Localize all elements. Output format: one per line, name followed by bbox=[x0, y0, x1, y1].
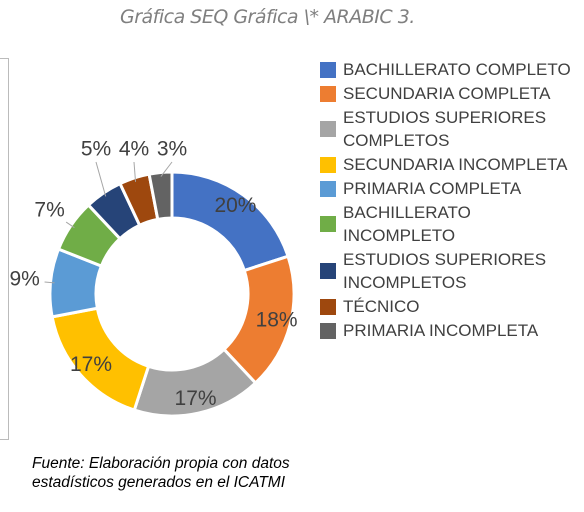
caption: Gráfica SEQ Gráfica \* ARABIC 3. bbox=[120, 6, 415, 28]
legend-label: TÉCNICO bbox=[343, 297, 420, 316]
source-note: Fuente: Elaboración propia con datos est… bbox=[32, 455, 290, 491]
legend-label: PRIMARIA COMPLETA bbox=[343, 179, 522, 198]
legend-swatch bbox=[320, 180, 336, 197]
donut-slice bbox=[170, 170, 290, 273]
legend-item: BACHILLERATO INCOMPLETO bbox=[320, 201, 582, 247]
data-label: 17% bbox=[175, 387, 217, 410]
legend-swatch bbox=[320, 85, 336, 102]
legend-label: SECUNDARIA COMPLETA bbox=[343, 84, 551, 103]
legend-swatch bbox=[320, 263, 336, 279]
legend-item: TÉCNICO bbox=[320, 295, 582, 318]
legend-label: SECUNDARIA INCOMPLETA bbox=[343, 155, 568, 174]
legend-item: SECUNDARIA COMPLETA bbox=[320, 82, 582, 105]
legend-swatch bbox=[320, 216, 336, 232]
donut-slice bbox=[147, 170, 174, 222]
legend-swatch bbox=[320, 322, 336, 339]
legend-item: PRIMARIA INCOMPLETA bbox=[320, 319, 582, 342]
legend-label: BACHILLERATO COMPLETO bbox=[343, 60, 571, 79]
legend-swatch bbox=[320, 121, 336, 137]
leader-line bbox=[65, 221, 75, 229]
data-label: 9% bbox=[9, 268, 39, 291]
data-label: 20% bbox=[214, 194, 256, 217]
legend-swatch bbox=[320, 156, 336, 173]
data-label: 17% bbox=[70, 353, 112, 376]
leader-line bbox=[95, 161, 107, 197]
leader-line bbox=[160, 161, 173, 177]
legend-item: BACHILLERATO COMPLETO bbox=[320, 58, 582, 81]
leader-line bbox=[133, 161, 137, 182]
legend-item: PRIMARIA COMPLETA bbox=[320, 177, 582, 200]
legend-swatch bbox=[320, 61, 336, 78]
legend-label: PRIMARIA INCOMPLETA bbox=[343, 321, 539, 340]
legend-label: ESTUDIOS SUPERIORES COMPLETOS bbox=[343, 108, 547, 150]
legend-item: ESTUDIOS SUPERIORES COMPLETOS bbox=[320, 106, 582, 152]
legend-item: ESTUDIOS SUPERIORES INCOMPLETOS bbox=[320, 248, 582, 294]
legend-label: BACHILLERATO INCOMPLETO bbox=[343, 203, 471, 245]
data-label: 5% bbox=[81, 138, 111, 161]
leader-line bbox=[44, 281, 55, 284]
legend-item: SECUNDARIA INCOMPLETA bbox=[320, 153, 582, 176]
data-label: 18% bbox=[256, 308, 298, 331]
frame bbox=[0, 58, 9, 440]
data-label: 7% bbox=[34, 198, 64, 221]
legend-label: ESTUDIOS SUPERIORES INCOMPLETOS bbox=[343, 250, 547, 292]
legend-swatch bbox=[320, 298, 336, 315]
data-label: 3% bbox=[157, 138, 187, 161]
data-label: 4% bbox=[119, 138, 149, 161]
legend: BACHILLERATO COMPLETO SECUNDARIA COMPLETA… bbox=[320, 58, 582, 342]
